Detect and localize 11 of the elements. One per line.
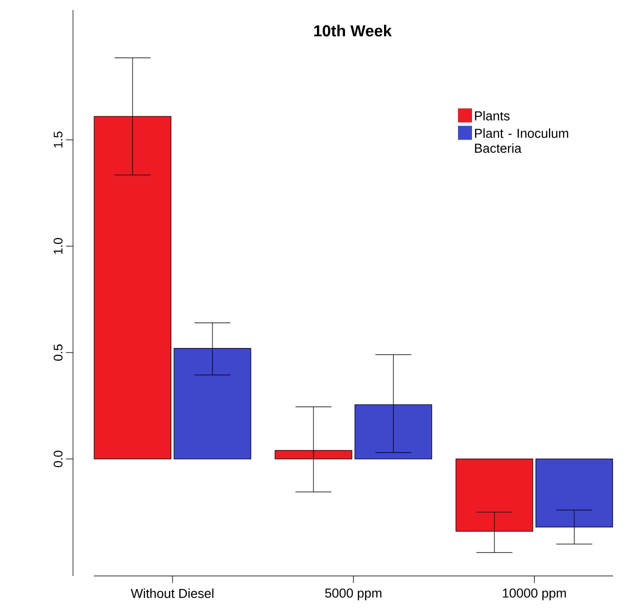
bar bbox=[456, 458, 534, 532]
legend-label: Plant - Inoculum Bacteria bbox=[475, 128, 568, 153]
y-tick-label: 0.0 bbox=[54, 450, 62, 468]
x-tick-label: Without Diesel bbox=[130, 588, 214, 598]
y-tick-label: 1.0 bbox=[54, 238, 62, 254]
text: 10th Week bbox=[314, 24, 392, 36]
legend-label: Plants bbox=[475, 110, 510, 120]
y-tick-label: 1.5 bbox=[54, 132, 62, 148]
x-tick-label: 5000 ppm bbox=[325, 588, 382, 600]
x-tick-label: 10000 ppm bbox=[502, 588, 566, 600]
y-tick-label: 0.5 bbox=[54, 344, 62, 361]
